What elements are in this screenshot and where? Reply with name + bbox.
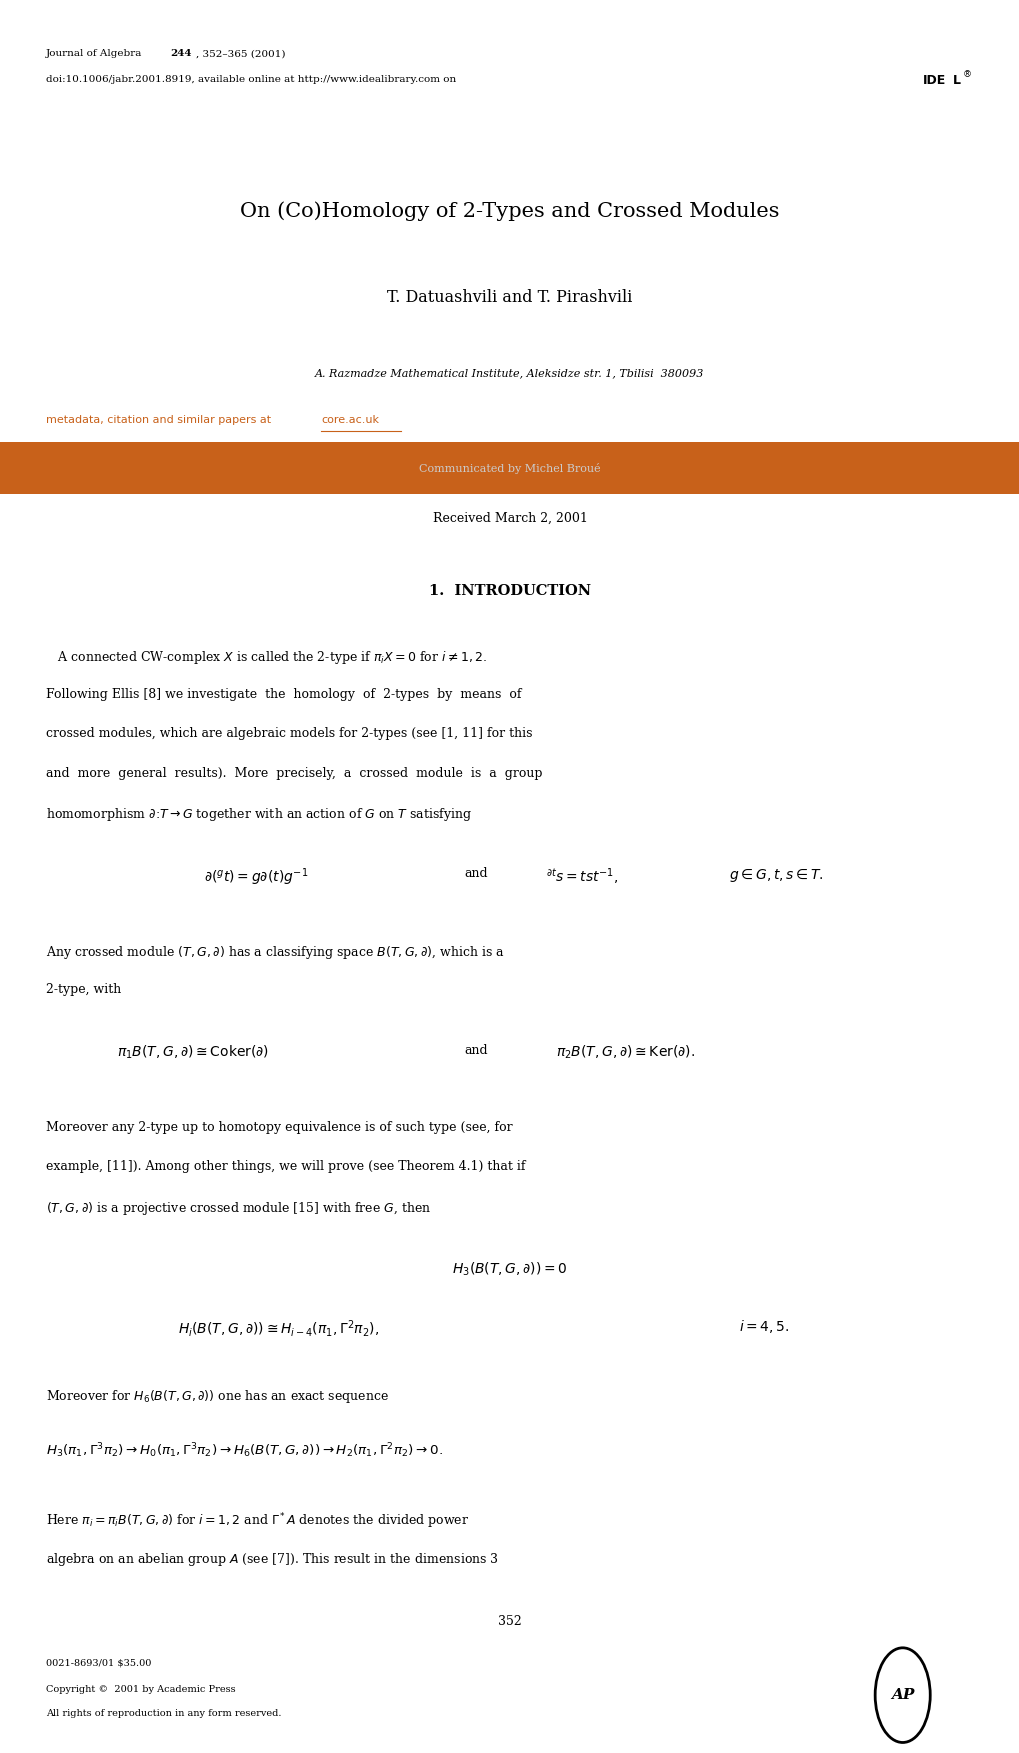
Text: On (Co)Homology of 2-Types and Crossed Modules: On (Co)Homology of 2-Types and Crossed M…	[240, 202, 779, 221]
Text: 244: 244	[170, 49, 192, 58]
Text: IDE: IDE	[922, 74, 946, 86]
Text: Journal of Algebra: Journal of Algebra	[46, 49, 146, 58]
Text: T. Datuashvili and T. Pirashvili: T. Datuashvili and T. Pirashvili	[387, 289, 632, 307]
Text: AP: AP	[891, 1688, 913, 1702]
Text: doi:10.1006/jabr.2001.8919, available online at http://www.idealibrary.com on: doi:10.1006/jabr.2001.8919, available on…	[46, 75, 455, 84]
Text: 1.  INTRODUCTION: 1. INTRODUCTION	[429, 584, 590, 598]
Text: $\partial({}^g t) = g\partial(t)g^{-1}$: $\partial({}^g t) = g\partial(t)g^{-1}$	[204, 868, 308, 889]
Text: example, [11]). Among other things, we will prove (see Theorem 4.1) that if: example, [11]). Among other things, we w…	[46, 1160, 525, 1173]
Text: Moreover any 2-type up to homotopy equivalence is of such type (see, for: Moreover any 2-type up to homotopy equiv…	[46, 1122, 512, 1134]
Text: Received March 2, 2001: Received March 2, 2001	[432, 512, 587, 524]
Text: A. Razmadze Mathematical Institute, Aleksidze str. 1, Tbilisi  380093: A. Razmadze Mathematical Institute, Alek…	[315, 368, 704, 379]
Text: Moreover for $H_6(B(T,G,\partial))$ one has an exact sequence: Moreover for $H_6(B(T,G,\partial))$ one …	[46, 1388, 388, 1406]
Text: $\pi_2 B(T,G,\partial) \cong \mathrm{Ker}(\partial).$: $\pi_2 B(T,G,\partial) \cong \mathrm{Ker…	[555, 1045, 694, 1061]
Text: $g \in G, t, s \in T.$: $g \in G, t, s \in T.$	[729, 868, 823, 884]
Text: Here $\pi_i = \pi_i B(T,G,\partial)$ for $i = 1, 2$ and $\Gamma^* A$ denotes the: Here $\pi_i = \pi_i B(T,G,\partial)$ for…	[46, 1511, 469, 1530]
Text: 0021-8693/01 $35.00: 0021-8693/01 $35.00	[46, 1658, 151, 1667]
Text: $H_3(\pi_1, \Gamma^3\pi_2) \to H_0(\pi_1, \Gamma^3\pi_2) \to H_6(B(T,G,\partial): $H_3(\pi_1, \Gamma^3\pi_2) \to H_0(\pi_1…	[46, 1441, 442, 1460]
Text: 352: 352	[497, 1615, 522, 1627]
Text: 2-type, with: 2-type, with	[46, 983, 121, 996]
Text: $(T, G, \partial)$ is a projective crossed module [15] with free $G$, then: $(T, G, \partial)$ is a projective cross…	[46, 1201, 431, 1217]
Text: metadata, citation and similar papers at: metadata, citation and similar papers at	[46, 415, 274, 426]
Text: A connected CW-complex $X$ is called the 2-type if $\pi_i X = 0$ for $i \neq 1, : A connected CW-complex $X$ is called the…	[46, 649, 487, 666]
Text: and  more  general  results).  More  precisely,  a  crossed  module  is  a  grou: and more general results). More precisel…	[46, 768, 542, 780]
Text: ${}^{\partial t}s = tst^{-1},$: ${}^{\partial t}s = tst^{-1},$	[545, 868, 618, 887]
Text: All rights of reproduction in any form reserved.: All rights of reproduction in any form r…	[46, 1709, 281, 1718]
Text: Copyright ©  2001 by Academic Press: Copyright © 2001 by Academic Press	[46, 1685, 235, 1693]
Text: $H_3(B(T,G,\partial)) = 0$: $H_3(B(T,G,\partial)) = 0$	[451, 1260, 568, 1278]
Text: ®: ®	[962, 70, 971, 79]
Text: L: L	[952, 74, 960, 86]
Text: core.ac.uk: core.ac.uk	[321, 415, 379, 426]
Text: algebra on an abelian group $A$ (see [7]). This result in the dimensions 3: algebra on an abelian group $A$ (see [7]…	[46, 1551, 498, 1567]
Text: , 352–365 (2001): , 352–365 (2001)	[196, 49, 285, 58]
Text: crossed modules, which are algebraic models for 2-types (see [1, 11] for this: crossed modules, which are algebraic mod…	[46, 727, 532, 740]
Text: and: and	[464, 868, 487, 880]
Text: $H_i(B(T,G,\partial)) \cong H_{i-4}(\pi_1, \Gamma^2\pi_2),$: $H_i(B(T,G,\partial)) \cong H_{i-4}(\pi_…	[178, 1318, 379, 1339]
Text: Any crossed module $(T, G, \partial)$ has a classifying space $B(T, G, \partial): Any crossed module $(T, G, \partial)$ ha…	[46, 943, 504, 961]
Text: and: and	[464, 1045, 487, 1057]
Text: Communicated by Michel Broué: Communicated by Michel Broué	[419, 463, 600, 473]
Text: Following Ellis [8] we investigate  the  homology  of  2-types  by  means  of: Following Ellis [8] we investigate the h…	[46, 689, 521, 701]
Text: $\pi_1 B(T,G,\partial) \cong \mathrm{Coker}(\partial)$: $\pi_1 B(T,G,\partial) \cong \mathrm{Cok…	[117, 1045, 269, 1061]
Text: homomorphism $\partial\colon T \to G$ together with an action of $G$ on $T$ sati: homomorphism $\partial\colon T \to G$ to…	[46, 806, 472, 824]
Text: $i = 4, 5.$: $i = 4, 5.$	[739, 1318, 790, 1336]
Bar	[0, 442, 1019, 494]
